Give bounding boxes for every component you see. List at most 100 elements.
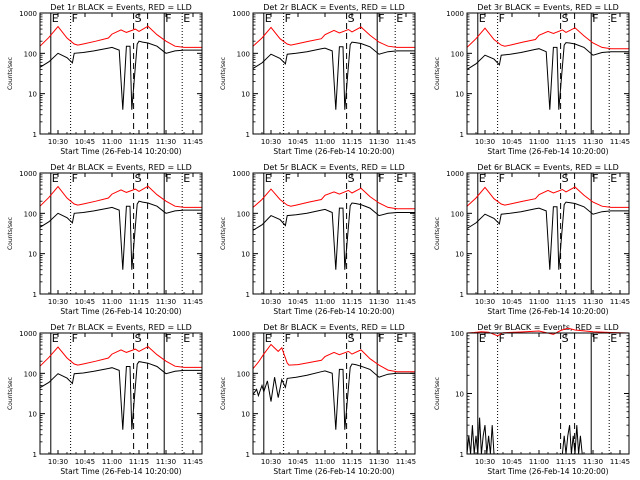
y-tick-label: 1000 [232,10,250,18]
x-tick-label: 11:45 [610,298,630,306]
marker-label: E [610,332,617,345]
y-axis-label: Counts/sec [434,57,441,90]
y-tick-label: 1000 [446,10,464,18]
y-tick-label: 1 [460,131,464,139]
y-tick-label: 100 [237,370,250,378]
panel-det-1: Det 1r BLACK = Events, RED = LLD Counts/s… [7,3,203,156]
y-tick-label: 100 [451,330,464,338]
x-tick-label: 11:45 [396,138,416,146]
y-tick-label: 1 [460,291,464,299]
series-events-line [466,417,583,455]
y-axis-label: Counts/sec [434,217,441,250]
x-tick-label: 10:30 [48,138,68,146]
x-tick-label: 11:15 [556,298,576,306]
x-tick-label: 10:30 [261,138,281,146]
x-tick-label: 11:45 [396,458,416,466]
x-tick-label: 10:45 [75,458,95,466]
y-tick-label: 1000 [19,330,37,338]
series-lld-line [39,345,202,368]
plot-frame [252,332,416,455]
panel-title: Det 8r BLACK = Events, RED = LLD [263,323,405,332]
y-axis-label: Counts/sec [220,57,227,90]
marker-label: E [183,172,190,185]
series-lld-line [252,343,415,373]
x-tick-label: 11:00 [529,298,549,306]
panel-title: Det 5r BLACK = Events, RED = LLD [263,163,405,172]
y-axis-label: Counts/sec [220,217,227,250]
marker-label: F [165,332,171,345]
marker-label: E [396,172,403,185]
marker-label: F [285,172,291,185]
x-axis-label: Start Time (26-Feb-14 10:20:00) [487,147,608,156]
x-axis-label: Start Time (26-Feb-14 10:20:00) [487,467,608,476]
series-events-line [252,202,415,270]
marker-label: E [479,172,486,185]
panel-title: Det 9r BLACK = Events, RED = LLD [477,323,619,332]
y-tick-label: 1 [33,291,37,299]
x-tick-label: 11:45 [183,458,203,466]
panel-title: Det 7r BLACK = Events, RED = LLD [50,323,192,332]
panel-det-3: Det 3r BLACK = Events, RED = LLD Counts/s… [434,3,630,156]
marker-label: E [52,12,59,25]
y-tick-label: 10 [28,411,37,419]
marker-label: E [265,172,272,185]
series-lld-line [466,186,629,208]
plot-frame [466,12,630,135]
y-axis-label: Counts/sec [7,57,14,90]
y-tick-label: 1 [246,131,250,139]
x-tick-label: 11:30 [583,458,603,466]
y-tick-label: 1 [33,451,37,459]
x-tick-label: 11:00 [102,458,122,466]
plot-frame [252,12,416,135]
series-lld-line [252,187,415,210]
x-tick-label: 10:45 [288,298,308,306]
panel-title: Det 4r BLACK = Events, RED = LLD [50,163,192,172]
marker-label: S [348,332,355,345]
marker-label: E [396,332,403,345]
marker-label: S [562,172,569,185]
marker-label: F [285,12,291,25]
marker-label: F [72,172,78,185]
y-tick-label: 1000 [446,170,464,178]
panel-title: Det 1r BLACK = Events, RED = LLD [50,3,192,12]
plot-frame [466,172,630,295]
x-tick-label: 11:00 [315,458,335,466]
y-tick-label: 100 [237,210,250,218]
y-tick-label: 1 [33,131,37,139]
y-tick-label: 1000 [19,10,37,18]
marker-label: F [592,332,598,345]
x-tick-label: 11:30 [156,298,176,306]
x-tick-label: 11:15 [129,298,149,306]
panel-det-4: Det 4r BLACK = Events, RED = LLD Counts/s… [7,163,203,316]
x-tick-label: 11:15 [342,298,362,306]
y-tick-label: 100 [237,50,250,58]
y-tick-label: 10 [28,91,37,99]
marker-label: S [135,172,142,185]
marker-label: S [135,332,142,345]
y-tick-label: 1 [246,291,250,299]
x-tick-label: 11:30 [369,298,389,306]
plot-frame [466,332,630,455]
series-events-line [466,201,629,270]
y-tick-label: 1000 [232,330,250,338]
x-tick-label: 10:45 [502,458,522,466]
marker-label: F [592,12,598,25]
plot-frame [39,332,203,455]
x-tick-label: 11:15 [129,138,149,146]
marker-label: E [610,12,617,25]
marker-label: F [592,172,598,185]
marker-label: E [396,12,403,25]
marker-label: E [610,172,617,185]
x-axis-label: Start Time (26-Feb-14 10:20:00) [273,147,394,156]
x-tick-label: 10:30 [475,138,495,146]
series-events-line [252,363,415,430]
x-tick-label: 11:45 [610,138,630,146]
series-events-line [466,42,629,110]
y-tick-label: 10 [241,411,250,419]
x-tick-label: 10:30 [48,298,68,306]
x-tick-label: 10:45 [502,138,522,146]
x-tick-label: 11:00 [315,298,335,306]
x-tick-label: 11:00 [315,138,335,146]
y-tick-label: 1 [246,451,250,459]
